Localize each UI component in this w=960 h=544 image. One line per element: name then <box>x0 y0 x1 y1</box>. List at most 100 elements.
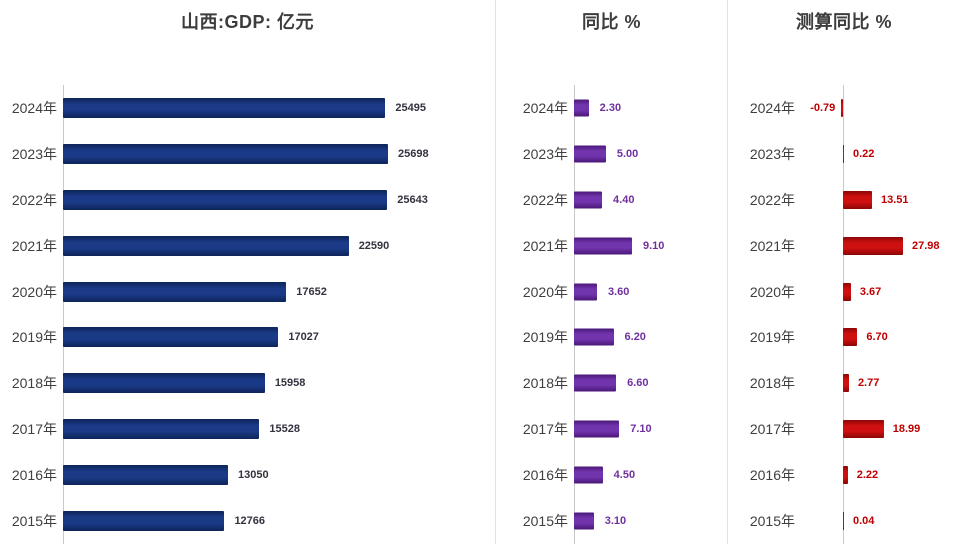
value-label: 17027 <box>288 331 319 344</box>
category-label: 2024年 <box>522 99 568 116</box>
bar <box>63 465 229 486</box>
bar <box>574 283 597 301</box>
bar <box>574 466 603 484</box>
chart-row: 2021年 22590 <box>0 223 495 269</box>
value-label: 12766 <box>234 515 266 528</box>
category-label: 2016年 <box>11 467 57 484</box>
category-label: 2019年 <box>11 329 57 346</box>
chart-row: 2016年 2.22 <box>728 452 960 498</box>
value-label: 2.22 <box>856 469 879 482</box>
chart-row: 2024年 2.30 <box>496 85 727 131</box>
category-label: 2015年 <box>522 513 568 530</box>
category-label: 2023年 <box>522 145 568 162</box>
bar <box>843 190 872 209</box>
category-label: 2017年 <box>749 421 795 438</box>
category-label: 2022年 <box>11 191 57 208</box>
chart-row: 2020年 17652 <box>0 269 495 315</box>
panel-calc-yoy-chart-area: 2024年 -0.79 2023年 0.22 2022年 13.51 2021年 27.98 2… <box>728 85 960 544</box>
chart-row: 2015年 12766 <box>0 498 495 544</box>
chart-row: 2015年 0.04 <box>728 498 960 544</box>
chart-row: 2016年 13050 <box>0 452 495 498</box>
value-label: 9.10 <box>643 239 665 252</box>
category-label: 2022年 <box>749 191 795 208</box>
chart-row: 2019年 6.70 <box>728 315 960 361</box>
value-label: 3.60 <box>607 285 630 298</box>
value-label: 22590 <box>358 239 390 252</box>
category-label: 2021年 <box>749 237 795 254</box>
category-label: 2021年 <box>522 237 568 254</box>
chart-row: 2022年 4.40 <box>496 177 727 223</box>
category-label: 2020年 <box>522 283 568 300</box>
chart-row: 2020年 3.67 <box>728 269 960 315</box>
bar <box>63 281 287 302</box>
bar <box>574 99 589 117</box>
chart-row: 2023年 0.22 <box>728 131 960 177</box>
chart-row: 2018年 2.77 <box>728 360 960 406</box>
chart-row: 2019年 6.20 <box>496 315 727 361</box>
bar <box>574 145 606 163</box>
category-label: 2024年 <box>11 99 57 116</box>
chart-row: 2023年 25698 <box>0 131 495 177</box>
category-label: 2016年 <box>749 467 795 484</box>
panel-yoy-title: 同比 % <box>581 12 641 32</box>
bar <box>63 327 279 348</box>
bar <box>63 419 260 440</box>
value-label: 3.67 <box>859 285 882 298</box>
panel-yoy: 同比 % 2024年 2.30 2023年 5.00 2022年 4.40 2021年 9.1… <box>495 0 727 544</box>
chart-row: 2020年 3.60 <box>496 269 727 315</box>
value-label: 25495 <box>395 101 427 114</box>
bar <box>574 237 632 255</box>
value-label: 17652 <box>296 285 327 298</box>
value-label: 2.77 <box>857 377 880 390</box>
value-label: 0.04 <box>853 515 875 528</box>
bar <box>574 420 620 438</box>
chart-row: 2024年 25495 <box>0 85 495 131</box>
bar <box>574 374 617 392</box>
gdp-axis-line <box>63 85 64 544</box>
bar <box>63 143 388 164</box>
chart-row: 2019年 17027 <box>0 315 495 361</box>
bar <box>841 98 843 117</box>
value-label: 18.99 <box>892 423 921 436</box>
panel-calc-yoy: 测算同比 % 2024年 -0.79 2023年 0.22 2022年 13.51 2021… <box>727 0 960 544</box>
category-label: 2018年 <box>522 375 568 392</box>
chart-row: 2024年 -0.79 <box>728 85 960 131</box>
panel-gdp-chart-area: 2024年 25495 2023年 25698 2022年 25643 2021年 22590… <box>0 85 495 544</box>
chart-row: 2018年 15958 <box>0 360 495 406</box>
panel-calc-yoy-title: 测算同比 % <box>795 12 892 32</box>
chart-row: 2018年 6.60 <box>496 360 727 406</box>
bar <box>843 466 848 485</box>
category-label: 2024年 <box>749 99 795 116</box>
value-label: 6.70 <box>866 331 888 344</box>
value-label: 3.10 <box>604 515 627 528</box>
value-label: 27.98 <box>912 239 940 252</box>
chart-row: 2017年 18.99 <box>728 406 960 452</box>
panel-gdp: 山西:GDP: 亿元 2024年 25495 2023年 25698 2022年 2564… <box>0 12 495 544</box>
bar <box>843 282 851 301</box>
category-label: 2020年 <box>749 283 795 300</box>
bar <box>63 97 386 118</box>
category-label: 2018年 <box>749 375 795 392</box>
value-label: 25698 <box>398 147 429 160</box>
bar <box>843 144 844 163</box>
chart-row: 2022年 13.51 <box>728 177 960 223</box>
chart-row: 2023年 5.00 <box>496 131 727 177</box>
bar <box>843 374 849 393</box>
category-label: 2023年 <box>11 145 57 162</box>
value-label: 15528 <box>269 423 300 436</box>
value-label: 4.50 <box>613 469 636 482</box>
value-label: -0.79 <box>810 101 836 114</box>
category-label: 2017年 <box>11 421 57 438</box>
bar <box>63 189 388 210</box>
value-label: 6.20 <box>624 331 646 344</box>
bar <box>843 328 858 347</box>
chart-row: 2017年 15528 <box>0 406 495 452</box>
category-label: 2016年 <box>522 467 568 484</box>
value-label: 2.30 <box>599 101 622 114</box>
category-label: 2018年 <box>11 375 57 392</box>
value-label: 5.00 <box>616 147 639 160</box>
chart-row: 2016年 4.50 <box>496 452 727 498</box>
value-label: 25643 <box>397 193 428 206</box>
category-label: 2017年 <box>522 421 568 438</box>
